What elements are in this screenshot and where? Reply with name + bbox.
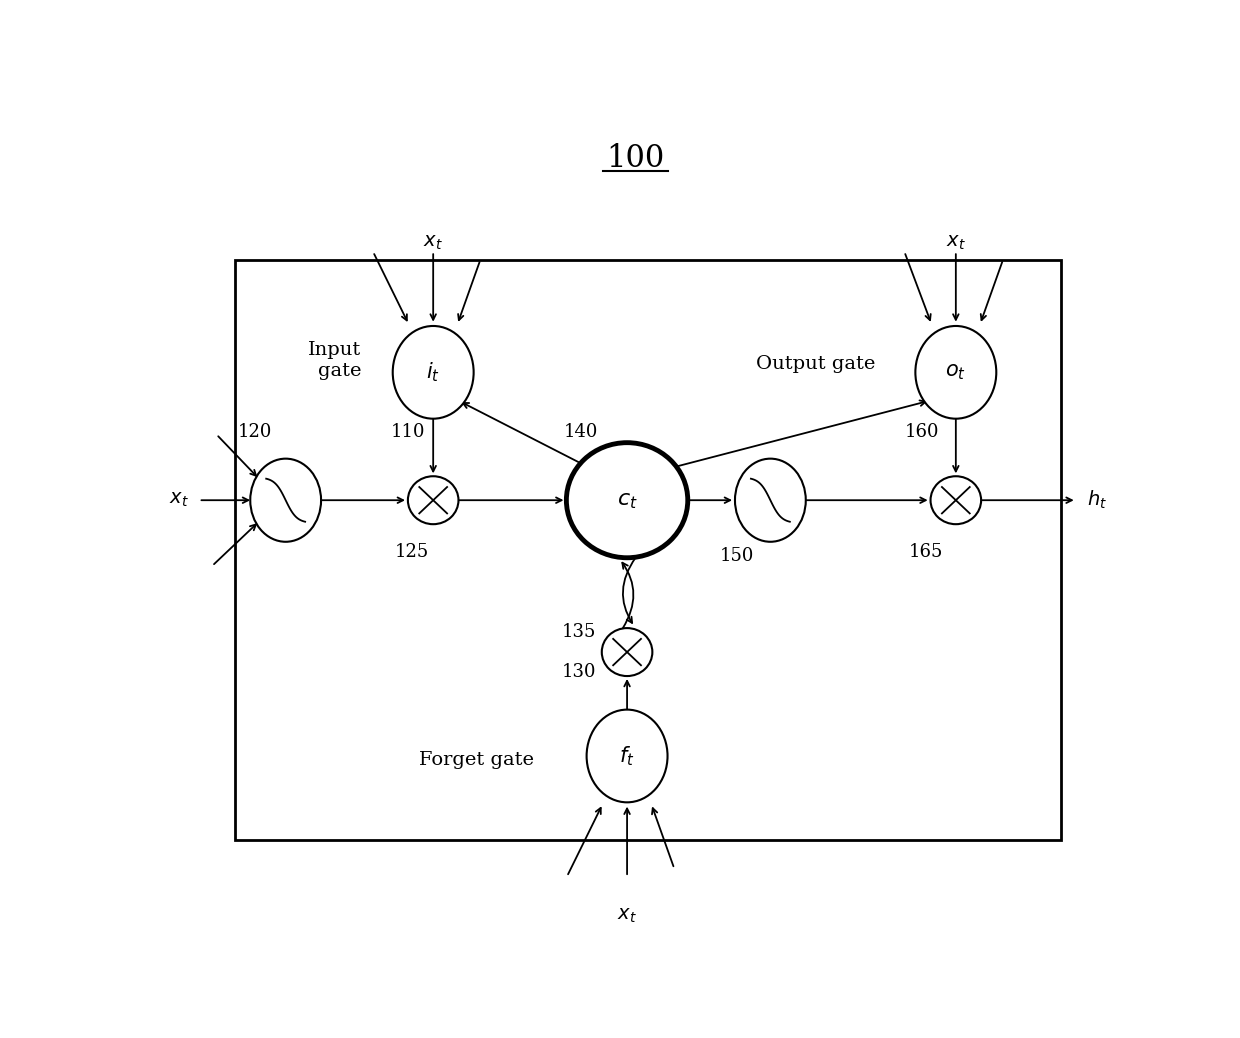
Bar <box>236 261 1061 840</box>
Text: Input
gate: Input gate <box>309 340 362 380</box>
Ellipse shape <box>250 459 321 542</box>
Text: $x_{t}$: $x_{t}$ <box>618 906 637 925</box>
Text: 100: 100 <box>606 142 665 173</box>
Text: Forget gate: Forget gate <box>419 750 534 769</box>
Text: $h_{t}$: $h_{t}$ <box>1087 489 1107 512</box>
Text: 110: 110 <box>391 424 425 441</box>
Text: 125: 125 <box>396 543 429 562</box>
Ellipse shape <box>735 459 806 542</box>
Text: 120: 120 <box>237 424 272 441</box>
Text: 165: 165 <box>909 543 944 562</box>
Ellipse shape <box>567 442 688 557</box>
Text: $x_{t}$: $x_{t}$ <box>946 234 966 252</box>
Text: $i_{t}$: $i_{t}$ <box>427 360 440 384</box>
Ellipse shape <box>601 628 652 676</box>
Ellipse shape <box>930 476 981 524</box>
Text: $x_{t}$: $x_{t}$ <box>169 491 188 510</box>
Text: 140: 140 <box>563 424 598 441</box>
Text: $c_{t}$: $c_{t}$ <box>616 489 637 511</box>
Text: 150: 150 <box>719 547 754 565</box>
Text: Output gate: Output gate <box>756 355 875 374</box>
Ellipse shape <box>408 476 459 524</box>
Text: $f_{t}$: $f_{t}$ <box>619 744 635 768</box>
Text: 135: 135 <box>562 623 596 641</box>
Text: 130: 130 <box>562 663 596 681</box>
Ellipse shape <box>915 326 996 418</box>
Text: $x_{t}$: $x_{t}$ <box>423 234 443 252</box>
Ellipse shape <box>587 710 667 802</box>
Text: 160: 160 <box>905 424 940 441</box>
Text: $o_{t}$: $o_{t}$ <box>945 362 966 382</box>
Ellipse shape <box>393 326 474 418</box>
